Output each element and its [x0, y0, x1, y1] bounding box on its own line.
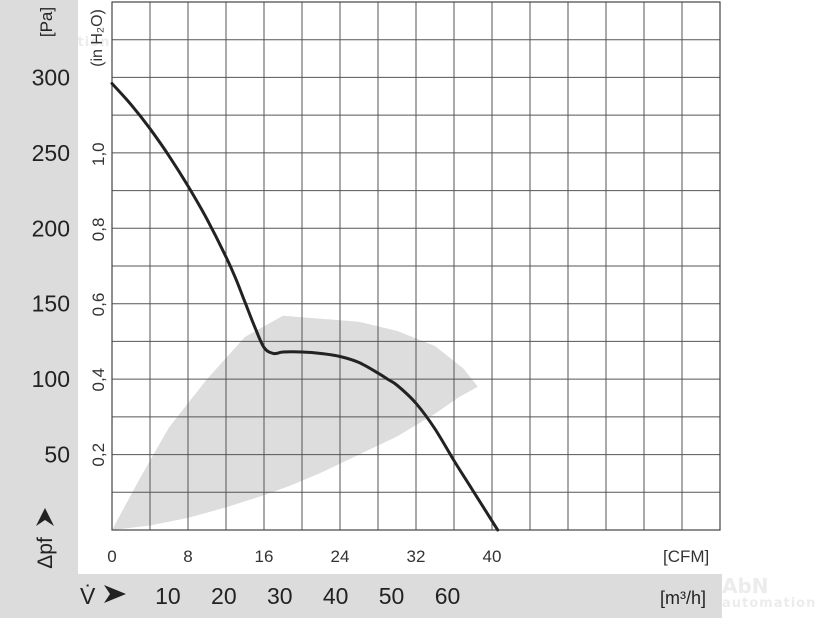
x-tick-label: 8: [183, 547, 192, 566]
y-tick-label: 250: [32, 140, 70, 166]
x2-axis-symbol: V̇: [80, 583, 96, 609]
x-tick-label: 16: [255, 547, 274, 566]
y2-tick-label: 0,6: [89, 293, 108, 317]
y2-tick-label: 0,4: [89, 368, 108, 392]
x-tick-label: 40: [483, 547, 502, 566]
x2-axis-arrow-icon: [104, 585, 126, 603]
watermark-logo-sub: automation: [722, 596, 816, 611]
y-tick-label: 150: [32, 291, 70, 317]
y-axis-arrow-icon: [36, 508, 54, 526]
y-tick-label: 300: [32, 64, 70, 90]
bottom-label-band: [0, 574, 722, 618]
x-tick-label: 0: [107, 547, 116, 566]
x-unit-label: [CFM]: [663, 547, 709, 566]
plot-border: [111, 1, 721, 531]
y-unit-label: [Pa]: [37, 7, 56, 37]
x2-tick-label: 20: [211, 583, 237, 609]
y-tick-label: 200: [32, 215, 70, 241]
y2-unit-label: (in H₂O): [89, 9, 106, 67]
characteristic-curve: [110, 82, 500, 532]
watermark-logo: AbN: [722, 574, 769, 598]
y2-tick-label: 0,8: [89, 218, 108, 242]
y-tick-label: 100: [32, 366, 70, 392]
x-tick-label: 32: [407, 547, 426, 566]
y2-tick-label: 1,0: [89, 142, 108, 166]
x2-tick-label: 40: [323, 583, 349, 609]
x2-unit-label: [m³/h]: [660, 588, 706, 608]
operating-range-area: [112, 315, 478, 530]
x2-tick-label: 30: [267, 583, 293, 609]
y-axis-symbol: Δpf: [34, 537, 57, 569]
x2-tick-label: 60: [435, 583, 461, 609]
y2-tick-label: 0,2: [89, 443, 108, 467]
left-label-band: [0, 0, 78, 574]
x-tick-label: 24: [331, 547, 350, 566]
y-tick-label: 50: [44, 442, 70, 468]
x2-tick-label: 10: [155, 583, 181, 609]
x2-tick-label: 50: [379, 583, 405, 609]
